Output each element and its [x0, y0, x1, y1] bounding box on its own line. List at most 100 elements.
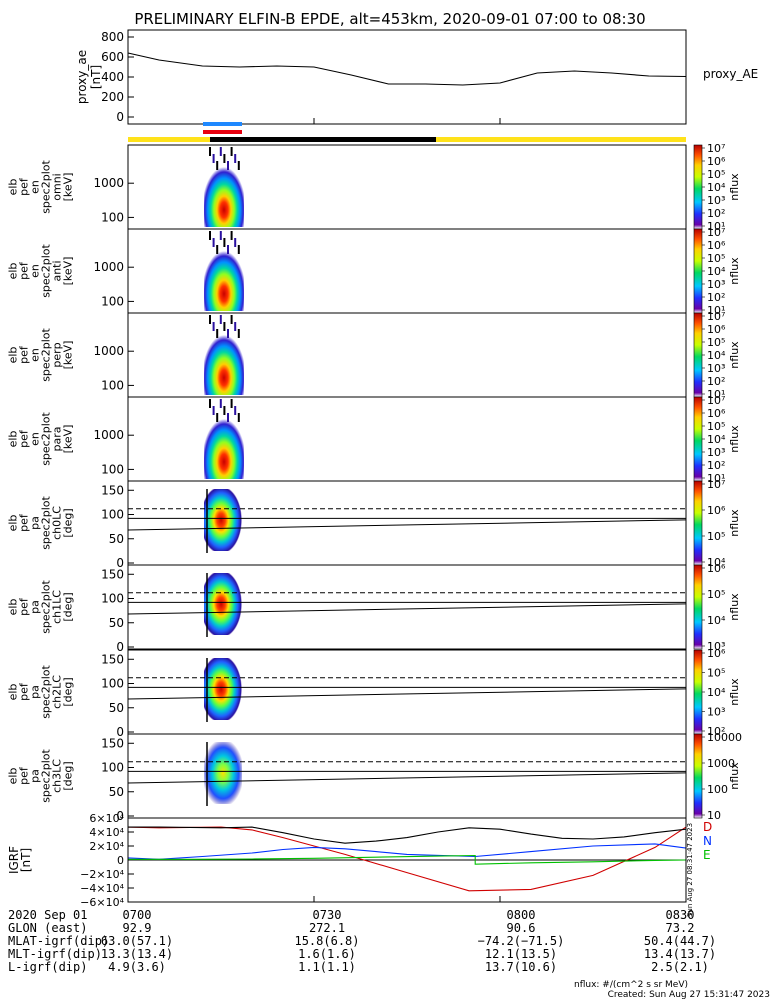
omni-cbar-tick-label: 10³ [707, 194, 725, 207]
para-cbar-tick-label: 10¹ [707, 472, 725, 485]
ch0LC-ylabel-line: elb [7, 515, 20, 532]
science-zone-blue-bar [203, 122, 242, 126]
ch1LC-ytick-label: 50 [109, 616, 124, 630]
ch3LC-cbar-tick-label: 100 [707, 783, 728, 796]
perp-noise-pixel [230, 315, 233, 324]
ch1LC-cbar-label: nflux [728, 593, 741, 621]
omni-ylabel-line: omni [51, 173, 64, 200]
footer-units: nflux: #/(cm^2 s sr MeV) [574, 980, 688, 990]
ch2LC-cbar-tick-label: 10⁵ [707, 667, 725, 680]
anti-cbar-tick-label: 10⁵ [707, 252, 725, 265]
anti-noise-pixel [230, 231, 233, 240]
ch0LC-ytick-label: 0 [116, 556, 124, 570]
ch2LC-ytick-label: 0 [116, 725, 124, 739]
perp-ytick-label: 1000 [93, 344, 124, 358]
perp-colorbar [693, 312, 703, 398]
para-cbar-tick-label: 10⁵ [707, 420, 725, 433]
ch1LC-frame [127, 564, 687, 650]
omni-cbar-tick-label: 10⁴ [707, 181, 726, 194]
ch2LC-cbar-label: nflux [728, 678, 741, 706]
footer-value: 12.1(13.5) [485, 947, 557, 961]
omni-ylabel-line: pef [18, 177, 31, 196]
ch3LC-ylabel-line: elb [7, 768, 20, 785]
igrf-series-e [127, 843, 687, 860]
ch0LC-cbar-label: nflux [728, 509, 741, 537]
omni-ylabel-line: elb [7, 179, 20, 196]
omni-cbar-tick-label: 10¹ [707, 220, 725, 233]
ch2LC-cbar-label-text: nflux [728, 678, 741, 706]
igrf-ylabel-line: [nT] [19, 848, 33, 872]
proxy-ae-ytick-label: 400 [101, 70, 124, 84]
ch1LC-ylabel-line: pa [29, 600, 42, 614]
proxy-ae-ytick-label: 200 [101, 90, 124, 104]
para-cbar-label: nflux [728, 425, 741, 453]
para-noise-pixel [234, 406, 237, 415]
perp-noise-pixel [227, 329, 229, 338]
ch2LC-cbar-tick-label: 10⁴ [707, 686, 726, 699]
ch1LC-ytick-label: 150 [101, 567, 124, 581]
anti-ylabel-line: en [29, 264, 42, 278]
igrf-ytick-label: 6×10⁴ [89, 812, 124, 825]
igrf-ylabel: IGRF[nT] [7, 846, 33, 874]
para-cbar-tick-label: 10⁴ [707, 433, 726, 446]
anti-ytick-label: 100 [101, 294, 124, 308]
para-noise-pixel [209, 399, 211, 408]
ch3LC-ylabel-line: [deg] [62, 761, 75, 790]
proxy-ae-series-label: proxy_AE [703, 67, 758, 81]
perp-cbar-tick-label: 10² [707, 375, 725, 388]
omni-cbar-tick-label: 10⁷ [707, 142, 725, 155]
anti-cbar-label: nflux [728, 257, 741, 285]
anti-noise-pixel [212, 238, 215, 247]
ch1LC-cbar-tick-label: 10⁴ [707, 614, 726, 627]
para-cbar-tick-label: 10² [707, 459, 725, 472]
ch2LC-cbar-tick-label: 10³ [707, 706, 725, 719]
ch3LC-ylabel-line: pef [18, 766, 31, 785]
perp-noise-pixel [212, 322, 215, 331]
ch1LC-ytick-label: 100 [101, 592, 124, 606]
para-noise-pixel [212, 406, 215, 415]
para-ytick-label: 100 [101, 462, 124, 476]
ch3LC-ytick-label: 0 [116, 809, 124, 823]
ch1LC-ylabel-line: elb [7, 599, 20, 616]
ch0LC-ylabel-line: pa [29, 516, 42, 530]
ch0LC-loss-cone-line [127, 519, 687, 531]
ch0LC-cbar-tick-label: 10⁵ [707, 530, 725, 543]
ch3LC-ylabel-line: spec2plot [40, 749, 53, 803]
para-colorbar [693, 396, 703, 482]
para-ylabel-line: para [51, 427, 64, 452]
ch3LC-ylabel-line: pa [29, 769, 42, 783]
ch2LC-pa-blob [204, 658, 242, 720]
perp-ytick-label: 100 [101, 378, 124, 392]
ch2LC-ytick-label: 100 [101, 677, 124, 691]
omni-noise-pixel [216, 161, 219, 170]
perp-ylabel-line: pef [18, 345, 31, 364]
perp-noise-pixel [223, 322, 226, 331]
anti-cbar-tick-label: 10⁷ [707, 226, 725, 239]
ch0LC-pa-blob [204, 489, 242, 551]
para-noise-pixel [227, 413, 229, 422]
anti-ylabel-line: elb [7, 263, 20, 280]
footer-value: 0730 [313, 908, 342, 922]
para-noise-pixel [237, 413, 240, 422]
ch2LC-ylabel-line: pa [29, 685, 42, 699]
ch1LC-cbar-label-text: nflux [728, 593, 741, 621]
ch3LC-pa-blob [204, 742, 242, 804]
igrf-ytick-label: 4×10⁴ [89, 826, 124, 839]
science-zone-red-bar [203, 130, 242, 134]
anti-noise-pixel [219, 231, 222, 240]
ch2LC-cbar-tick-label: 10⁶ [707, 647, 726, 660]
omni-noise-pixel [209, 147, 211, 156]
footer-value: 1.6(1.6) [298, 947, 356, 961]
footer-value: 13.7(10.6) [485, 960, 557, 974]
omni-noise-pixel [234, 154, 237, 163]
omni-ytick-label: 100 [101, 210, 124, 224]
footer-value: 1.1(1.1) [298, 960, 356, 974]
footer-value: 272.1 [309, 921, 345, 935]
omni-noise-pixel [212, 154, 215, 163]
perp-ylabel-line: spec2plot [40, 328, 53, 382]
proxy-ae-ylabel-line: proxy_ae [75, 50, 89, 104]
